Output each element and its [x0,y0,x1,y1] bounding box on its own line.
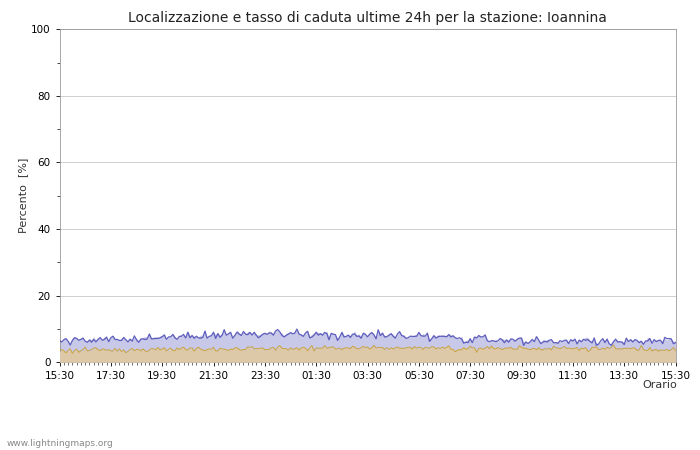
Y-axis label: Percento  [%]: Percento [%] [18,158,28,234]
Title: Localizzazione e tasso di caduta ultime 24h per la stazione: Ioannina: Localizzazione e tasso di caduta ultime … [128,11,607,25]
Text: Orario: Orario [643,380,678,390]
Text: www.lightningmaps.org: www.lightningmaps.org [7,439,113,448]
